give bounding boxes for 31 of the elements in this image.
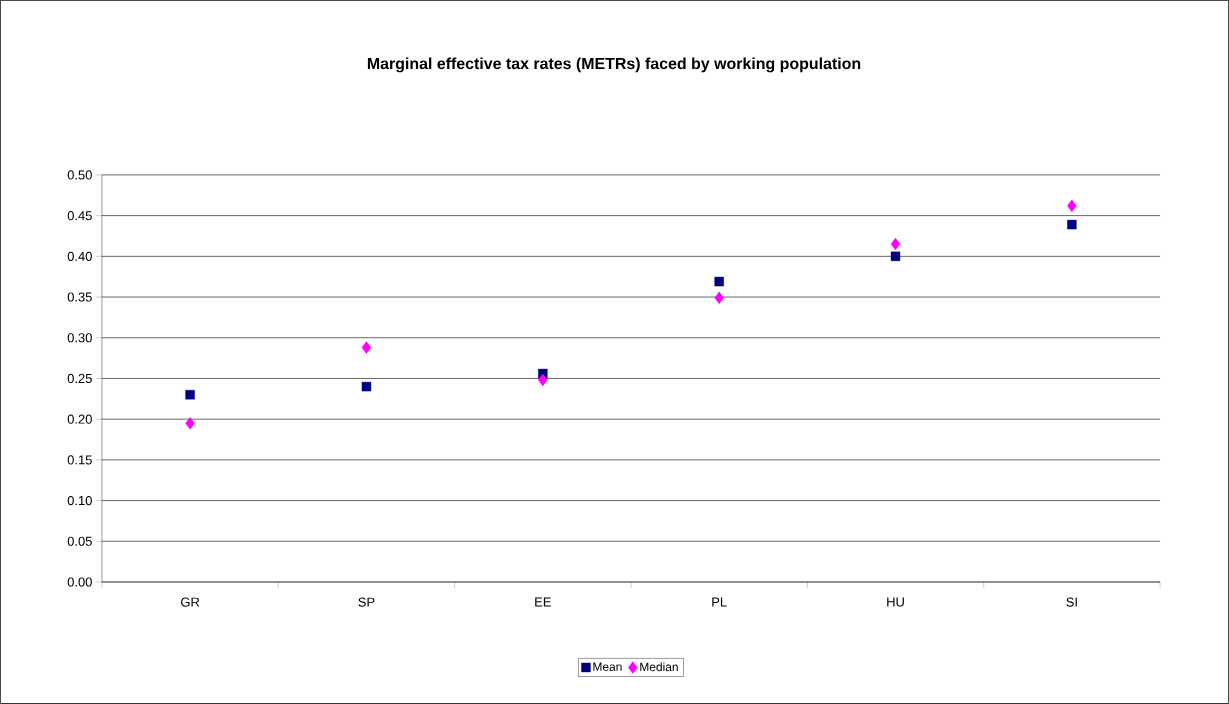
legend-label: Median (640, 662, 678, 672)
point (714, 291, 724, 305)
x-tick-label: PL (712, 597, 727, 607)
point (890, 237, 901, 251)
point (185, 390, 195, 400)
y-tick-label: 0.45 (67, 211, 92, 221)
x-tick-label: SI (1066, 597, 1077, 607)
y-tick-label: 0.50 (67, 170, 92, 180)
point (1067, 199, 1077, 213)
point (890, 251, 901, 262)
y-tick-label: 0.20 (67, 414, 92, 424)
x-tick-label: EE (535, 597, 551, 607)
y-tick-label: 0.05 (67, 536, 92, 546)
legend-label: Mean (593, 662, 622, 671)
chart-title: Marginal effective tax rates (METRs) faced by working population (367, 57, 861, 73)
point (361, 381, 372, 392)
y-tick-label: 0.00 (67, 577, 92, 587)
y-tick-label: 0.40 (67, 251, 92, 261)
y-tick-label: 0.25 (67, 373, 92, 384)
point (361, 341, 372, 354)
y-tick-label: 0.10 (67, 496, 92, 506)
point (1067, 219, 1077, 230)
y-tick-label: 0.35 (67, 292, 92, 302)
x-tick-label: HU (887, 597, 904, 607)
y-tick-label: 0.15 (67, 455, 92, 465)
point (714, 276, 724, 287)
point (185, 417, 195, 430)
y-tick-label: 0.30 (67, 333, 92, 343)
point (538, 373, 548, 387)
x-tick-label: GR (181, 597, 200, 607)
x-tick-label: SP (358, 597, 375, 607)
